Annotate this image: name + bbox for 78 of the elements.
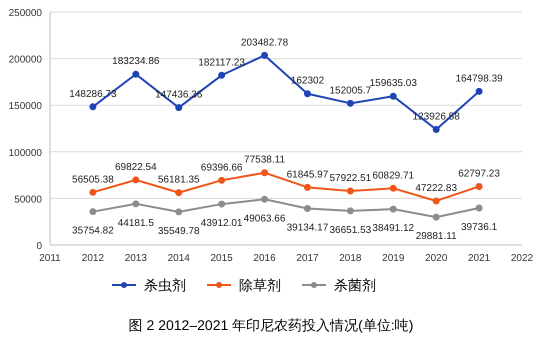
text: 图 2 2012–2021 年印尼农药投入情况(单位:吨) [128, 317, 414, 333]
y-tick-label: 0 [36, 241, 42, 252]
point [132, 200, 140, 208]
data-label: 38491.12 [372, 223, 415, 234]
y-tick-label: 150000 [8, 101, 42, 112]
point [432, 214, 440, 221]
point [304, 90, 311, 98]
data-label: 183234.86 [112, 56, 160, 68]
point [132, 70, 140, 78]
point [432, 197, 440, 204]
data-label: 39134.17 [286, 222, 329, 234]
point [390, 184, 397, 192]
data-label: 159635.03 [370, 78, 418, 90]
point [476, 88, 483, 95]
point [175, 208, 182, 216]
data-label: 152005.7 [330, 85, 372, 96]
point [390, 206, 397, 213]
point [390, 92, 397, 100]
x-tick-label: 2018 [339, 253, 362, 264]
data-label: 62797.23 [458, 168, 500, 180]
data-label: 35549.78 [158, 226, 200, 237]
x-tick-label: 2015 [210, 253, 234, 264]
point [432, 126, 440, 133]
x-tick-label: 2022 [510, 253, 534, 264]
point [175, 104, 182, 112]
point [346, 207, 354, 214]
x-tick-label: 2011 [39, 253, 62, 264]
y-tick-label: 100000 [8, 148, 42, 159]
point [175, 189, 182, 196]
y-tick-label: 50000 [14, 194, 42, 206]
data-label: 164798.39 [455, 73, 504, 84]
data-label: 29881.11 [416, 231, 458, 242]
point [89, 188, 96, 196]
x-tick-label: 2016 [253, 253, 276, 264]
y-tick-label: 250000 [8, 8, 42, 19]
data-label: 60829.71 [372, 170, 415, 182]
x-tick-label: 2014 [168, 253, 190, 264]
point [261, 196, 268, 203]
y-tick-label: 200000 [8, 54, 42, 66]
x-tick-label: 2021 [468, 253, 491, 264]
data-label: 36651.53 [330, 224, 372, 236]
point [261, 169, 268, 176]
data-label: 47222.83 [415, 182, 458, 194]
data-label: 56181.35 [158, 174, 200, 186]
data-label: 77538.11 [244, 154, 286, 166]
point [346, 188, 354, 195]
point [304, 205, 311, 212]
point [218, 72, 226, 79]
x-tick-label: 2013 [124, 253, 148, 264]
data-label: 203482.78 [240, 37, 289, 48]
x-tick-label: 2017 [296, 253, 320, 264]
data-label: 35754.82 [72, 226, 114, 237]
legend-label: 杀菌剂 [334, 277, 376, 293]
point [218, 200, 226, 208]
legend-label: 杀虫剂 [144, 277, 186, 293]
data-label: 44181.5 [118, 218, 154, 229]
data-label: 69396.66 [200, 162, 243, 174]
point [132, 176, 140, 184]
data-label: 49063.66 [244, 213, 286, 224]
point [346, 100, 354, 107]
x-tick-label: 2020 [425, 253, 448, 264]
point [476, 204, 483, 212]
point [218, 176, 226, 184]
point [89, 208, 96, 216]
data-label: 182117.23 [198, 57, 246, 68]
point [261, 52, 268, 59]
data-label: 69822.54 [114, 162, 158, 173]
point [476, 182, 483, 190]
x-tick-label: 2019 [382, 253, 405, 264]
data-label: 61845.97 [286, 169, 329, 180]
data-label: 43912.01 [200, 218, 243, 230]
data-label: 56505.38 [72, 174, 114, 186]
legend-label: 除草剂 [239, 277, 281, 293]
x-tick-label: 2012 [82, 253, 104, 264]
point [304, 184, 311, 191]
data-label: 57922.51 [330, 173, 372, 184]
point [89, 103, 96, 110]
data-label: 39736.1 [461, 222, 498, 233]
